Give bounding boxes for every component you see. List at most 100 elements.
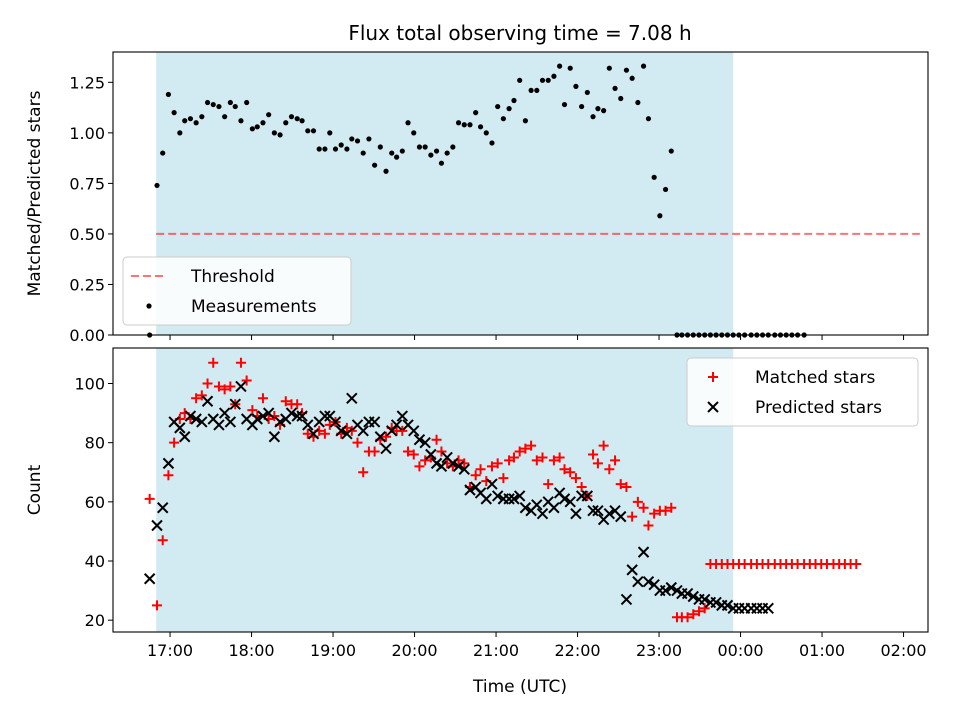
data-point [329,416,342,428]
y-axis-label: Count [25,464,45,515]
data-point [551,73,557,79]
data-point [534,87,540,94]
data-point [623,67,630,73]
x-tick-label: 21:00 [473,641,519,660]
data-point [299,118,305,124]
y-tick-label: 1.25 [69,73,105,92]
data-point [288,114,295,120]
data-point [169,437,180,448]
data-point [238,118,244,124]
data-point [151,519,163,532]
data-point [519,502,532,514]
series-measurements [147,63,807,338]
data-point [380,442,392,455]
data-point [548,502,560,514]
data-point [360,150,366,156]
data-point [154,182,160,189]
data-point [567,65,573,71]
data-point [296,410,308,422]
data-point [165,91,172,98]
data-point [632,496,643,507]
series-matched-stars [144,357,862,623]
data-point [143,573,156,585]
data-point [257,410,269,422]
data-point [251,413,263,425]
data-point [241,375,252,386]
data-point [319,410,331,422]
data-point [610,455,621,466]
data-point [545,77,551,83]
chart-title: Flux total observing time = 7.08 h [348,21,691,45]
data-point [584,89,590,96]
data-point [536,507,549,520]
data-point [428,152,434,158]
data-point [302,419,314,431]
data-point [587,505,599,517]
data-point [193,120,199,126]
data-point [319,428,330,439]
data-point [473,110,479,116]
data-point [218,407,231,419]
data-point [588,449,599,460]
data-point [344,146,350,152]
data-point [688,609,699,620]
y-tick-label: 20 [85,611,105,630]
data-point [389,150,395,156]
data-point [666,502,677,513]
data-point [157,535,168,546]
data-point [632,576,644,588]
data-point [450,144,456,150]
data-point [144,493,155,504]
data-point [268,431,281,443]
data-point [649,508,660,519]
data-point [374,431,387,443]
data-point [486,478,498,490]
data-point [201,395,214,407]
data-point [559,464,570,475]
data-point [431,434,442,445]
data-point [235,357,246,368]
data-point [413,434,426,446]
data-point [618,95,624,102]
data-point [543,479,554,490]
data-point [416,144,423,150]
data-point [665,581,677,594]
y-tick-label: 80 [85,434,105,453]
observing-window-shade [156,348,734,632]
x-tick-label: 19:00 [310,641,356,660]
data-point [635,99,641,106]
data-point [629,75,635,81]
data-point [668,148,674,154]
data-point [528,87,534,94]
data-point [508,452,519,463]
data-point [659,584,672,597]
data-point [522,118,528,124]
data-point [187,116,194,122]
data-point [174,422,186,434]
data-point [190,413,202,425]
data-point [184,410,197,422]
data-point [557,63,563,69]
data-point [681,587,694,600]
data-point [438,160,445,166]
data-point [232,103,238,110]
data-point [470,470,481,481]
data-point [503,493,515,505]
data-point [495,103,501,110]
panel-1: 0.00 0.25 0.50 0.75 1.00 1.25 Matched/Predicte… [25,51,929,345]
data-point [292,399,303,410]
data-point [179,431,191,443]
data-point [483,130,489,136]
data-point [358,467,369,478]
y-tick-label: 1.00 [69,124,105,143]
data-point [422,144,428,150]
data-point [202,378,213,389]
data-point [196,416,208,428]
data-point [452,460,465,473]
data-point [621,482,632,493]
data-point [433,148,440,154]
data-point [235,380,247,393]
data-point [177,130,183,136]
data-point [581,490,594,502]
data-point [699,603,710,614]
